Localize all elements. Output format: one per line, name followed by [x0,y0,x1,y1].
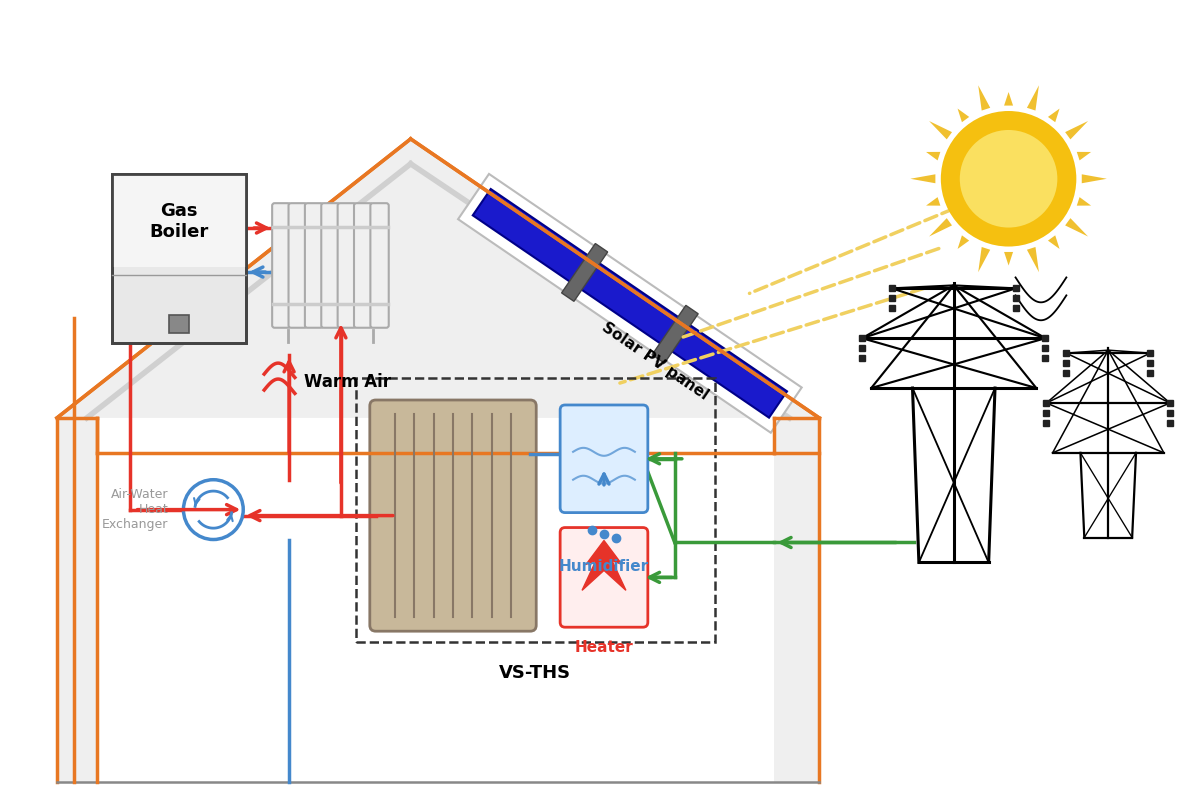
Polygon shape [1027,85,1039,111]
Polygon shape [978,247,990,272]
FancyBboxPatch shape [560,527,648,627]
Polygon shape [652,306,698,363]
Text: Humidifier: Humidifier [559,559,649,575]
FancyBboxPatch shape [370,400,536,631]
Bar [169,315,188,334]
Polygon shape [958,109,970,122]
Polygon shape [1004,252,1013,266]
Polygon shape [978,85,990,111]
Polygon shape [926,152,941,160]
FancyBboxPatch shape [288,203,307,328]
Polygon shape [929,218,952,236]
Polygon shape [56,418,820,782]
FancyBboxPatch shape [272,203,290,328]
Polygon shape [473,189,787,417]
Polygon shape [56,139,820,418]
Polygon shape [1048,235,1060,249]
Polygon shape [958,235,970,249]
Polygon shape [1076,152,1091,160]
Polygon shape [929,121,952,140]
Polygon shape [562,243,607,302]
Circle shape [941,111,1076,247]
Polygon shape [1004,92,1013,105]
Text: VS-THS: VS-THS [499,664,571,682]
FancyBboxPatch shape [322,203,340,328]
FancyBboxPatch shape [560,405,648,512]
Polygon shape [1066,121,1088,140]
FancyBboxPatch shape [337,203,356,328]
Circle shape [184,480,244,539]
Polygon shape [1048,109,1060,122]
Polygon shape [582,540,626,591]
Polygon shape [926,197,941,206]
FancyBboxPatch shape [371,203,389,328]
Polygon shape [1081,174,1106,184]
Text: Heater: Heater [575,640,634,655]
FancyBboxPatch shape [305,203,323,328]
Polygon shape [1076,197,1091,206]
Polygon shape [911,174,935,184]
Text: Warm Air: Warm Air [304,373,391,391]
FancyBboxPatch shape [354,203,372,328]
FancyBboxPatch shape [112,174,246,267]
Text: Gas
Boiler: Gas Boiler [149,202,209,241]
Polygon shape [97,418,774,782]
Circle shape [960,130,1057,227]
Polygon shape [97,452,774,782]
Text: Solar PV panel: Solar PV panel [599,320,710,403]
Polygon shape [1066,218,1088,236]
Polygon shape [1027,247,1039,272]
FancyBboxPatch shape [112,174,246,343]
Text: Air-Water
Heat
Exchanger: Air-Water Heat Exchanger [102,488,168,531]
Polygon shape [458,174,802,433]
